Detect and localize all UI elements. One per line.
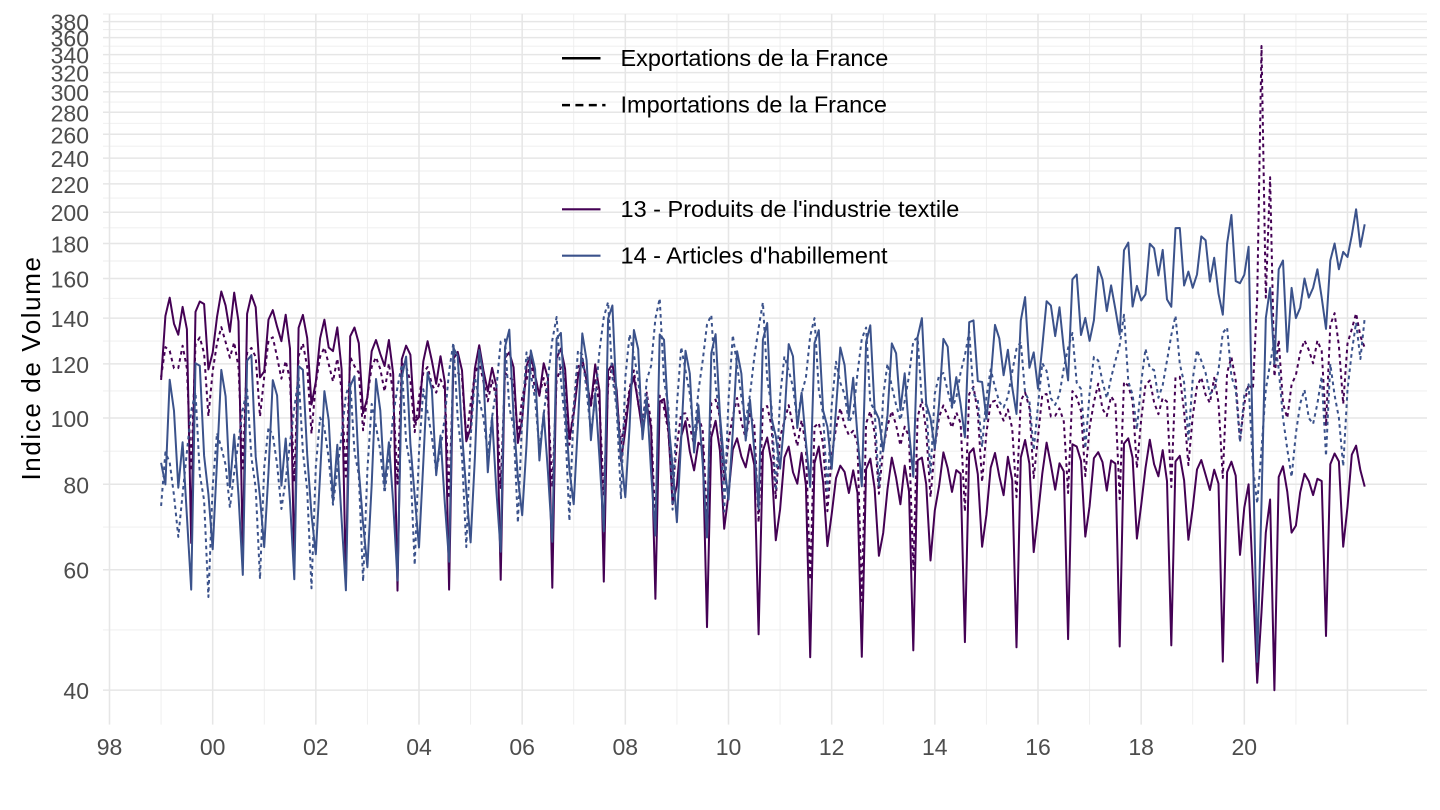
svg-text:360: 360	[51, 26, 89, 52]
svg-text:02: 02	[303, 734, 329, 760]
svg-text:16: 16	[1025, 734, 1051, 760]
svg-text:12: 12	[819, 734, 845, 760]
svg-text:04: 04	[406, 734, 432, 760]
svg-text:06: 06	[509, 734, 535, 760]
svg-text:100: 100	[51, 406, 89, 432]
svg-text:20: 20	[1232, 734, 1258, 760]
svg-text:13 - Produits de l'industrie t: 13 - Produits de l'industrie textile	[621, 196, 960, 222]
svg-text:Exportations de la France: Exportations de la France	[621, 45, 889, 71]
svg-text:200: 200	[51, 200, 89, 226]
svg-text:280: 280	[51, 100, 89, 126]
svg-text:260: 260	[51, 122, 89, 148]
svg-text:220: 220	[51, 172, 89, 198]
svg-text:08: 08	[613, 734, 639, 760]
svg-text:320: 320	[51, 61, 89, 87]
svg-text:380: 380	[51, 10, 89, 36]
svg-text:80: 80	[63, 472, 89, 498]
svg-text:Importations de la France: Importations de la France	[621, 92, 887, 118]
svg-text:140: 140	[51, 306, 89, 332]
svg-text:10: 10	[716, 734, 742, 760]
svg-text:00: 00	[200, 734, 226, 760]
svg-text:120: 120	[51, 352, 89, 378]
svg-text:180: 180	[51, 232, 89, 258]
svg-text:98: 98	[97, 734, 123, 760]
svg-text:60: 60	[63, 558, 89, 584]
svg-text:14 - Articles d'habillement: 14 - Articles d'habillement	[621, 242, 889, 268]
svg-text:340: 340	[51, 43, 89, 69]
svg-text:14: 14	[922, 734, 948, 760]
svg-text:Indice de Volume: Indice de Volume	[16, 255, 46, 480]
svg-text:160: 160	[51, 267, 89, 293]
svg-text:300: 300	[51, 80, 89, 106]
svg-text:18: 18	[1128, 734, 1154, 760]
svg-text:240: 240	[51, 146, 89, 172]
svg-text:40: 40	[63, 678, 89, 704]
